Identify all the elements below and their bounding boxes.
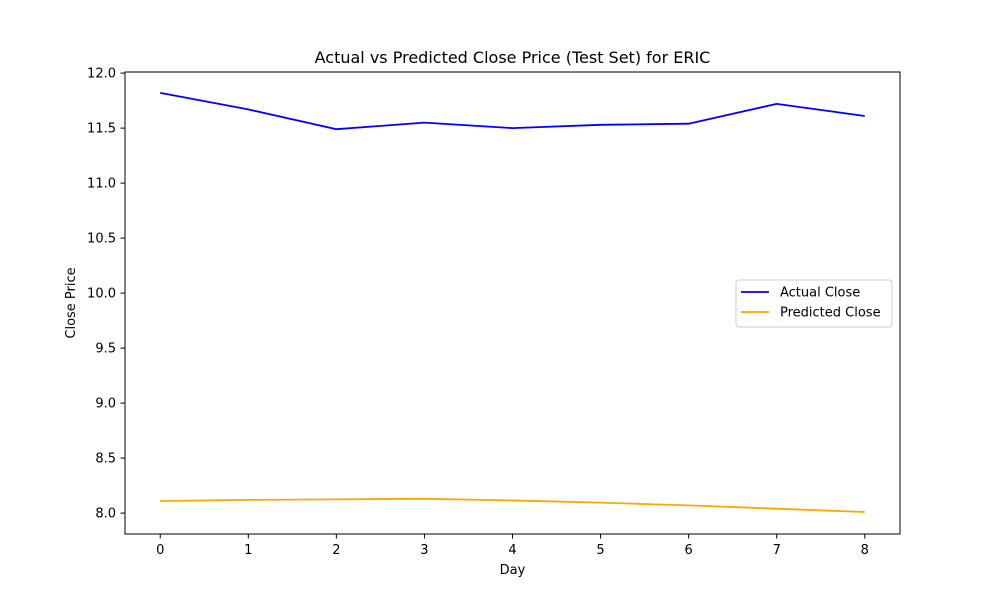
series-line-1 — [160, 497, 865, 513]
x-tick-label: 5 — [596, 543, 604, 558]
y-tick-label: 9.0 — [95, 397, 116, 412]
y-tick-label: 12.0 — [87, 67, 116, 82]
x-tick-label: 7 — [773, 543, 781, 558]
series-line-0 — [160, 92, 865, 131]
y-tick-label: 11.0 — [87, 177, 116, 192]
legend-label-0: Actual Close — [780, 286, 860, 301]
chart-title: Actual vs Predicted Close Price (Test Se… — [315, 48, 711, 67]
y-axis: 8.0 8.5 9.0 9.5 10.0 10.5 11.0 11.5 12.0 — [87, 67, 125, 522]
x-tick-label: 0 — [156, 543, 164, 558]
x-tick-label: 3 — [420, 543, 428, 558]
legend: Actual Close Predicted Close — [735, 279, 893, 328]
x-axis-label: Day — [500, 563, 526, 578]
x-tick-label: 1 — [244, 543, 252, 558]
y-tick-label: 10.5 — [87, 232, 116, 247]
series-layer — [160, 92, 865, 513]
y-tick-label: 9.5 — [95, 342, 116, 357]
y-tick-label: 11.5 — [87, 122, 116, 137]
legend-label-1: Predicted Close — [780, 306, 881, 321]
y-tick-label: 10.0 — [87, 287, 116, 302]
x-tick-label: 6 — [684, 543, 692, 558]
x-tick-label: 8 — [861, 543, 869, 558]
y-axis-label: Close Price — [64, 267, 79, 338]
y-tick-label: 8.5 — [95, 452, 116, 467]
x-axis: 0 1 2 3 4 5 6 7 8 — [156, 534, 869, 558]
x-tick-label: 2 — [332, 543, 340, 558]
legend-box — [735, 279, 893, 328]
x-tick-label: 4 — [508, 543, 516, 558]
y-tick-label: 8.0 — [95, 507, 116, 522]
